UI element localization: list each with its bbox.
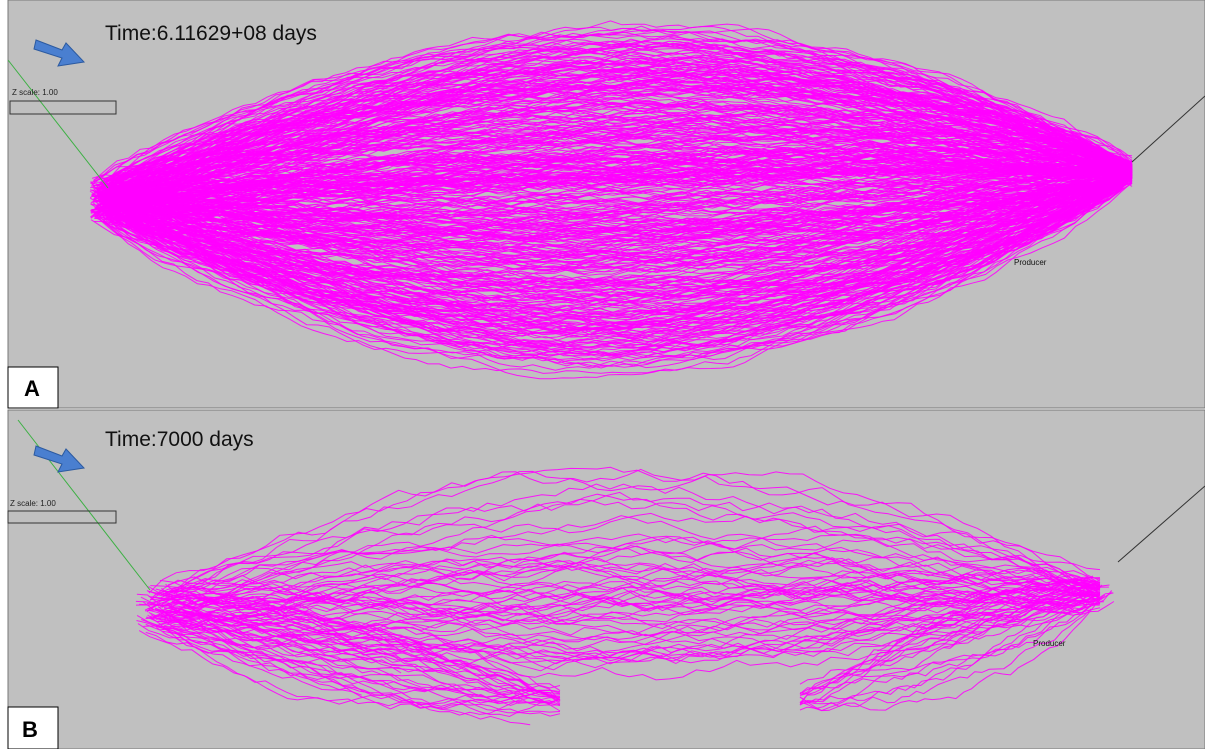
well-label: Producer bbox=[1014, 258, 1047, 267]
z-scale-label: Z scale: 1.00 bbox=[10, 499, 56, 508]
z-scale-label: Z scale: 1.00 bbox=[12, 88, 58, 97]
panel-label: A bbox=[24, 376, 40, 401]
figure: Time:6.11629+08 days Z scale: 1.00 Produ… bbox=[0, 0, 1205, 749]
time-label: Time:7000 days bbox=[105, 428, 254, 451]
panel-label: B bbox=[22, 717, 38, 742]
page: Time:6.11629+08 days Z scale: 1.00 Produ… bbox=[0, 0, 1205, 749]
well-label: Producer bbox=[1033, 639, 1066, 648]
time-label: Time:6.11629+08 days bbox=[105, 22, 317, 45]
